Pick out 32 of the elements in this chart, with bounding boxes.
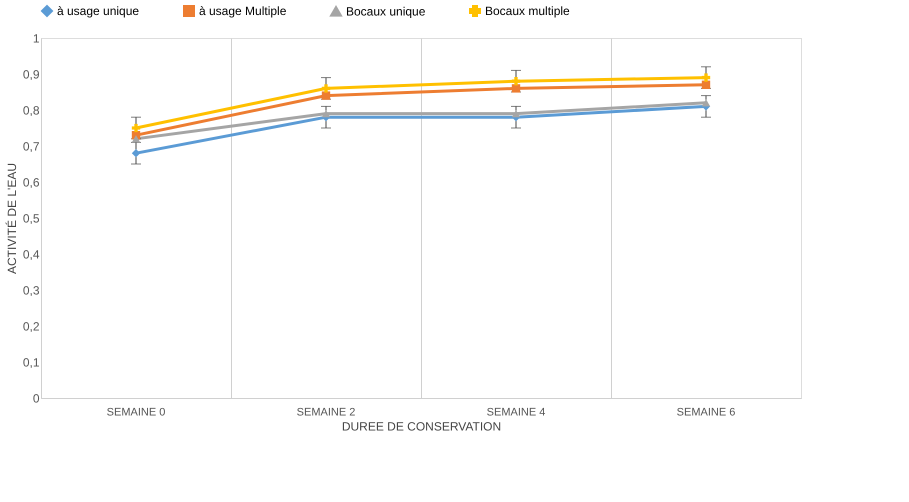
x-axis-title: DUREE DE CONSERVATION	[342, 420, 502, 434]
x-tick-label: SEMAINE 0	[106, 406, 166, 418]
point	[702, 73, 710, 82]
point	[322, 110, 330, 118]
y-tick-label: 0,2	[22, 320, 40, 334]
y-tick-label: 0,4	[22, 248, 40, 262]
y-tick-label: 0,8	[22, 104, 40, 118]
y-tick-label: 0,3	[22, 284, 40, 298]
x-tick-label: SEMAINE 4	[486, 406, 546, 418]
point	[132, 149, 140, 158]
legend-label: à usage unique	[57, 4, 140, 18]
y-tick-label: 0,6	[22, 176, 40, 190]
point	[512, 84, 520, 93]
point	[132, 135, 140, 142]
y-tick-label: 0,1	[22, 356, 40, 370]
point	[512, 110, 520, 118]
point	[322, 84, 330, 93]
y-tick-label: 1	[32, 32, 40, 46]
y-tick-label: 0,9	[22, 68, 40, 82]
legend-label: à usage Multiple	[199, 4, 287, 18]
point	[512, 77, 520, 86]
x-tick-label: SEMAINE 2	[296, 406, 356, 418]
y-tick-label: 0,5	[22, 212, 40, 226]
y-tick-label: 0	[32, 392, 40, 406]
x-tick-label: SEMAINE 6	[676, 406, 736, 418]
point	[322, 91, 330, 100]
point	[702, 99, 710, 106]
legend-label: Bocaux unique	[346, 4, 426, 18]
y-axis-title: ACTIVITÉ DE L'EAU	[4, 163, 19, 274]
y-tick-label: 0,7	[22, 140, 40, 154]
legend-label: Bocaux multiple	[485, 4, 570, 18]
point	[702, 80, 710, 89]
